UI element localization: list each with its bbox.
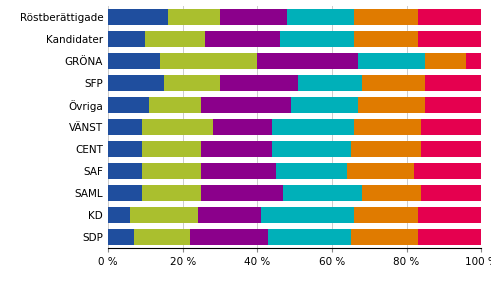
Bar: [220, 75, 299, 91]
Bar: [283, 185, 362, 201]
Bar: [421, 185, 481, 201]
Bar: [355, 31, 418, 47]
Bar: [421, 141, 481, 157]
Bar: [160, 53, 257, 69]
Bar: [201, 141, 272, 157]
Bar: [299, 75, 362, 91]
Bar: [418, 9, 481, 25]
Bar: [355, 207, 418, 223]
Bar: [358, 53, 425, 69]
Bar: [205, 31, 280, 47]
Bar: [425, 97, 481, 113]
Bar: [108, 119, 141, 135]
Bar: [108, 53, 160, 69]
Bar: [414, 163, 481, 179]
Bar: [201, 185, 283, 201]
Bar: [272, 141, 351, 157]
Bar: [131, 207, 197, 223]
Bar: [421, 119, 481, 135]
Bar: [351, 141, 421, 157]
Bar: [108, 141, 141, 157]
Bar: [108, 163, 141, 179]
Bar: [220, 9, 287, 25]
Bar: [362, 75, 425, 91]
Bar: [362, 185, 421, 201]
Bar: [418, 207, 481, 223]
Bar: [418, 31, 481, 47]
Bar: [108, 207, 131, 223]
Bar: [466, 53, 481, 69]
Bar: [149, 97, 201, 113]
Bar: [141, 163, 201, 179]
Bar: [108, 229, 134, 245]
Bar: [201, 163, 276, 179]
Bar: [141, 185, 201, 201]
Bar: [355, 119, 421, 135]
Bar: [358, 97, 425, 113]
Bar: [145, 31, 205, 47]
Bar: [134, 229, 190, 245]
Bar: [201, 97, 291, 113]
Bar: [213, 119, 272, 135]
Bar: [108, 97, 149, 113]
Bar: [197, 207, 261, 223]
Bar: [141, 141, 201, 157]
Bar: [257, 53, 358, 69]
Bar: [347, 163, 414, 179]
Bar: [351, 229, 418, 245]
Bar: [418, 229, 481, 245]
Bar: [276, 163, 347, 179]
Bar: [425, 53, 466, 69]
Bar: [108, 185, 141, 201]
Bar: [272, 119, 355, 135]
Bar: [108, 75, 164, 91]
Bar: [355, 9, 418, 25]
Bar: [164, 75, 220, 91]
Bar: [287, 9, 355, 25]
Bar: [291, 97, 358, 113]
Bar: [108, 31, 145, 47]
Bar: [108, 9, 168, 25]
Bar: [168, 9, 220, 25]
Bar: [269, 229, 351, 245]
Bar: [280, 31, 355, 47]
Bar: [190, 229, 269, 245]
Bar: [261, 207, 355, 223]
Bar: [425, 75, 481, 91]
Bar: [141, 119, 213, 135]
